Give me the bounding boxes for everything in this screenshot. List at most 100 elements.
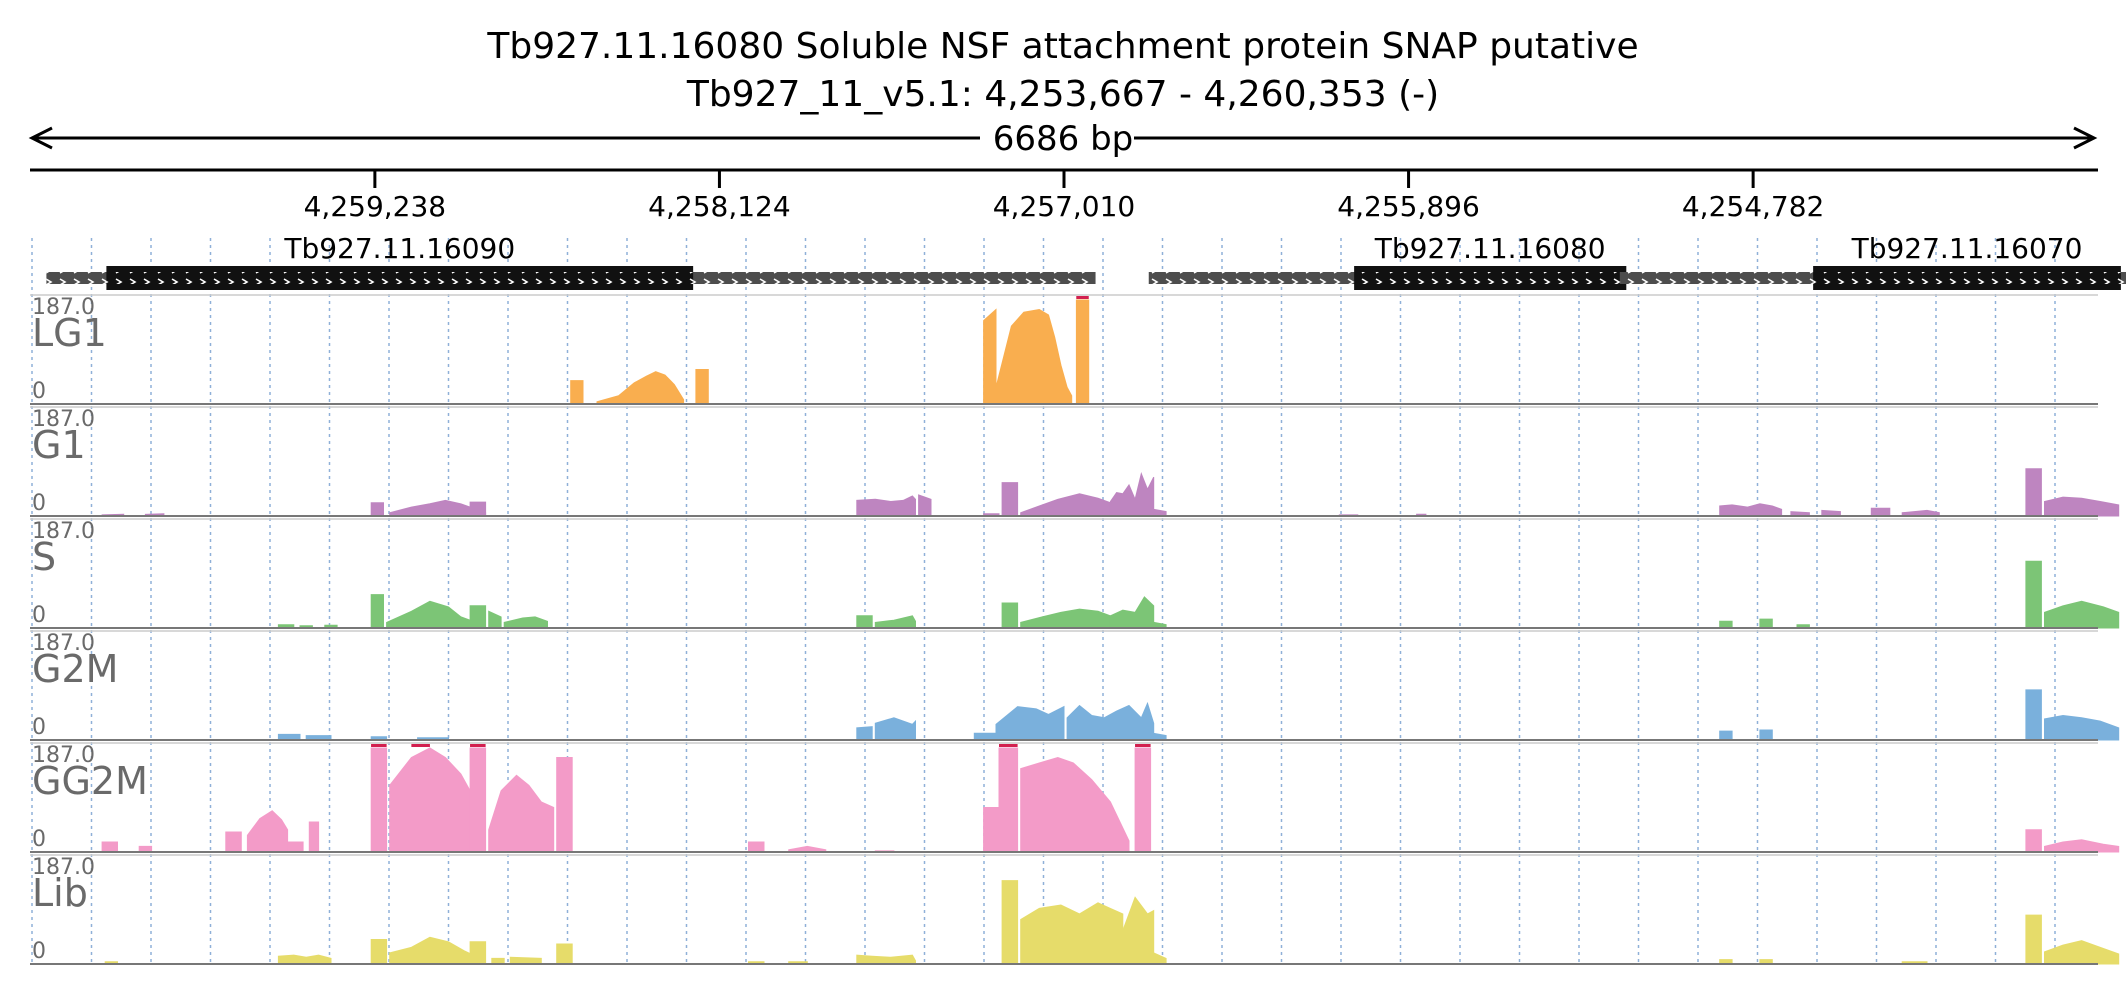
coverage-area xyxy=(503,616,548,629)
gene-models: Tb927.11.16090 Tb927.11.16080 Tb927.11.160… xyxy=(46,232,2126,290)
coverage-area xyxy=(918,494,932,517)
coverage-area xyxy=(2025,560,2042,629)
coverage-area xyxy=(570,380,584,405)
clip-indicator xyxy=(1076,296,1089,299)
y-max-label: 187.0 xyxy=(32,519,95,544)
y-max-label: 187.0 xyxy=(32,631,95,656)
y-max-label: 187.0 xyxy=(32,295,95,320)
coverage-area xyxy=(983,807,1000,853)
coverage-area xyxy=(277,954,332,965)
coverage-area xyxy=(2044,496,2120,517)
coverage-area xyxy=(2044,839,2120,853)
coverage-area xyxy=(1066,701,1155,741)
span-label: 6686 bp xyxy=(993,119,1134,159)
coverage-area xyxy=(509,956,542,965)
coverage-area xyxy=(469,747,487,853)
coverage-area xyxy=(2044,600,2120,629)
x-tick-label: 4,258,124 xyxy=(648,190,791,223)
track-s: 187.0S 0 xyxy=(30,518,2120,629)
clip-indicator xyxy=(1135,744,1151,747)
coverage-area xyxy=(1134,747,1152,853)
coverage-area xyxy=(2044,940,2120,965)
y-max-label: 187.0 xyxy=(32,407,95,432)
y-min-label: 0 xyxy=(32,491,46,516)
coverage-area xyxy=(469,941,487,965)
coverage-area xyxy=(998,747,1019,853)
x-tick-label: 4,254,782 xyxy=(1682,190,1825,223)
y-min-label: 0 xyxy=(32,379,46,404)
coverage-area xyxy=(995,705,1065,741)
coverage-area xyxy=(1001,482,1019,517)
coverage-area xyxy=(488,774,555,853)
coverage-area xyxy=(1719,620,1733,629)
coverage-area xyxy=(1719,503,1783,517)
track-name-label: G1 xyxy=(32,423,86,467)
coverage-area xyxy=(101,841,118,853)
clip-indicator xyxy=(470,744,486,747)
gridlines xyxy=(31,238,2056,966)
span-arrow-right-icon xyxy=(2073,126,2098,150)
x-axis-ticks: 4,259,238 4,258,124 4,257,010 4,255,896 4,25… xyxy=(304,170,1825,223)
coverage-area xyxy=(1075,299,1090,405)
coverage-tracks: 187.0LG10187.0G10187.0S0187.0G2M0187.0GG… xyxy=(30,294,2120,965)
coverage-area xyxy=(556,943,573,965)
coverage-area xyxy=(2025,914,2042,965)
gene-label: Tb927.11.16080 xyxy=(1374,232,1606,265)
coverage-area xyxy=(389,936,474,965)
coverage-area xyxy=(1020,756,1130,853)
coverage-area xyxy=(1020,493,1111,517)
chart-subtitle: Tb927_11_v5.1: 4,253,667 - 4,260,353 (-) xyxy=(686,74,1439,115)
chart-header: Tb927.11.16080 Soluble NSF attachment pr… xyxy=(28,26,2098,172)
coverage-area xyxy=(469,605,487,629)
gene-label: Tb927.11.16070 xyxy=(1851,232,2083,265)
coverage-area xyxy=(2025,829,2042,853)
coverage-area xyxy=(1109,596,1155,629)
coverage-area xyxy=(556,757,573,853)
coverage-area xyxy=(370,939,388,965)
y-max-label: 187.0 xyxy=(32,855,95,880)
y-min-label: 0 xyxy=(32,827,46,852)
y-min-label: 0 xyxy=(32,715,46,740)
coverage-area xyxy=(596,371,685,405)
coverage-area xyxy=(1109,472,1155,517)
clip-indicator xyxy=(999,744,1018,747)
gene-cds-strand-chevrons xyxy=(1354,272,1627,284)
coverage-area xyxy=(386,600,471,629)
span-arrow-left-icon xyxy=(28,126,53,150)
coverage-area xyxy=(370,594,384,629)
coverage-area xyxy=(1759,729,1773,741)
coverage-area xyxy=(1153,732,1167,741)
x-tick-label: 4,259,238 xyxy=(304,190,447,223)
gene-cds-strand-chevrons xyxy=(1813,272,2121,284)
x-tick-label: 4,257,010 xyxy=(993,190,1136,223)
y-max-label: 187.0 xyxy=(32,743,95,768)
track-name-label: S xyxy=(32,535,56,579)
coverage-area xyxy=(1759,618,1773,629)
coverage-area xyxy=(1020,608,1111,629)
coverage-area xyxy=(2025,468,2042,517)
coverage-area xyxy=(874,615,916,629)
track-name-label: GG2M xyxy=(32,759,148,803)
coverage-area xyxy=(370,502,384,517)
coverage-area xyxy=(695,369,709,405)
coverage-area xyxy=(488,610,502,629)
track-name-label: Lib xyxy=(32,871,88,915)
coverage-area xyxy=(370,747,388,853)
y-min-label: 0 xyxy=(32,603,46,628)
coverage-area xyxy=(856,495,916,517)
coverage-area xyxy=(469,501,487,517)
coverage-area xyxy=(246,810,289,853)
coverage-area xyxy=(983,308,997,405)
coverage-area xyxy=(1001,602,1019,629)
track-name-label: G2M xyxy=(32,647,118,691)
coverage-area xyxy=(1153,952,1167,965)
coverage-area xyxy=(973,732,997,741)
track-g1: 187.0G1 0 xyxy=(30,406,2120,517)
coverage-area xyxy=(874,717,916,741)
